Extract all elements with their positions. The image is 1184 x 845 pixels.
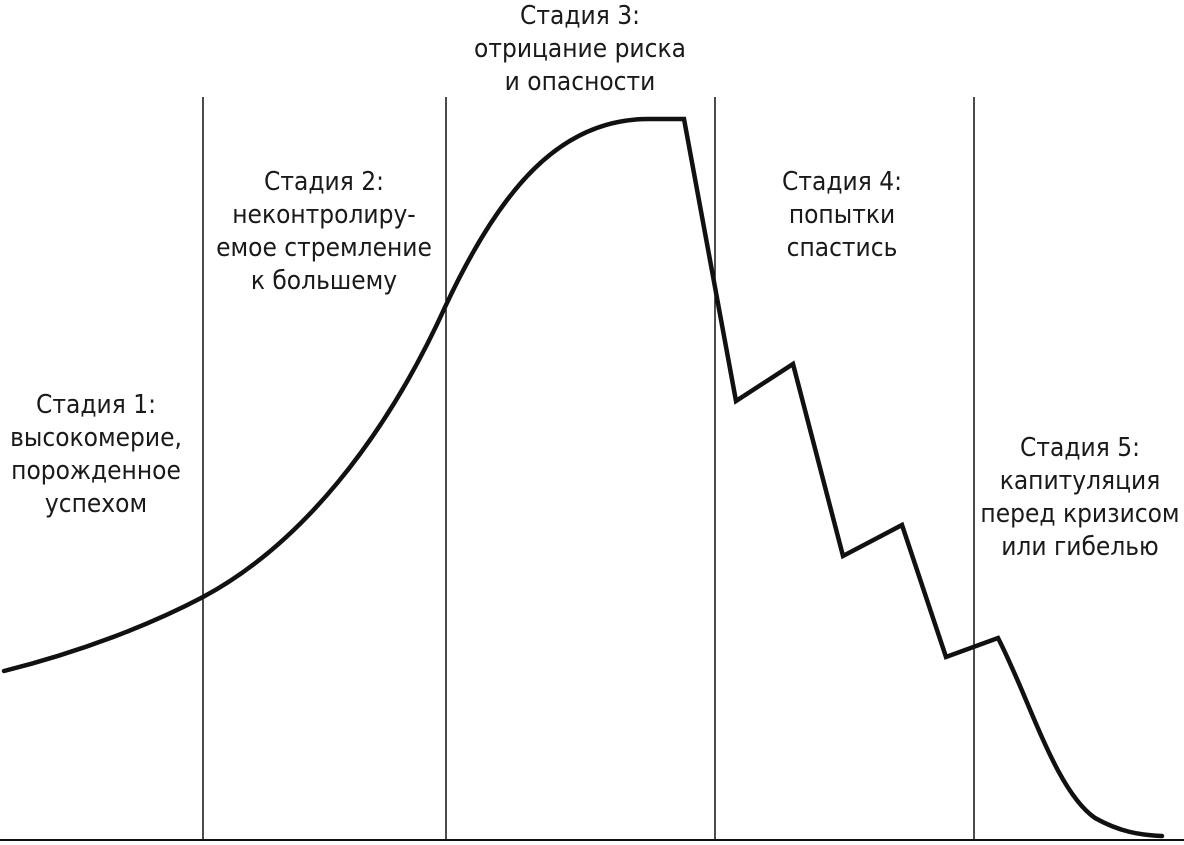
decline-curve	[1, 116, 1165, 839]
stage-4-label: Стадия 4: попытки спастись	[727, 166, 957, 265]
stage-2-line-3: к большему	[250, 266, 398, 296]
stage-2-title: Стадия 2:	[264, 167, 384, 197]
stage-1-line-2: порожденное	[11, 456, 181, 486]
stage-4-line-1: попытки	[788, 200, 896, 230]
stage-2-line-1: неконтролиру-	[232, 200, 416, 230]
stage-5-line-3: или гибелью	[1001, 532, 1159, 562]
stage-4-title: Стадия 4:	[782, 167, 902, 197]
stage-3-label: Стадия 3: отрицание риска и опасности	[440, 0, 720, 99]
stage-1-line-1: высокомерие,	[10, 423, 182, 453]
stage-1-label: Стадия 1: высокомерие, порожденное успех…	[0, 389, 192, 521]
stage-5-label: Стадия 5: капитуляция перед кризисом или…	[976, 432, 1184, 564]
stage-1-line-3: успехом	[44, 489, 148, 519]
stage-4-line-2: спастись	[786, 233, 898, 263]
stage-2-label: Стадия 2: неконтролиру- емое стремление …	[206, 166, 442, 298]
stage-2-line-2: емое стремление	[216, 233, 432, 263]
stage-1-title: Стадия 1:	[36, 390, 156, 420]
stage-5-title: Стадия 5:	[1020, 433, 1140, 463]
stage-3-line-2: и опасности	[504, 67, 656, 97]
stage-3-line-1: отрицание риска	[474, 34, 686, 64]
stage-5-line-2: перед кризисом	[980, 499, 1180, 529]
stage-3-title: Стадия 3:	[520, 1, 640, 31]
stage-5-line-1: капитуляция	[999, 466, 1161, 496]
